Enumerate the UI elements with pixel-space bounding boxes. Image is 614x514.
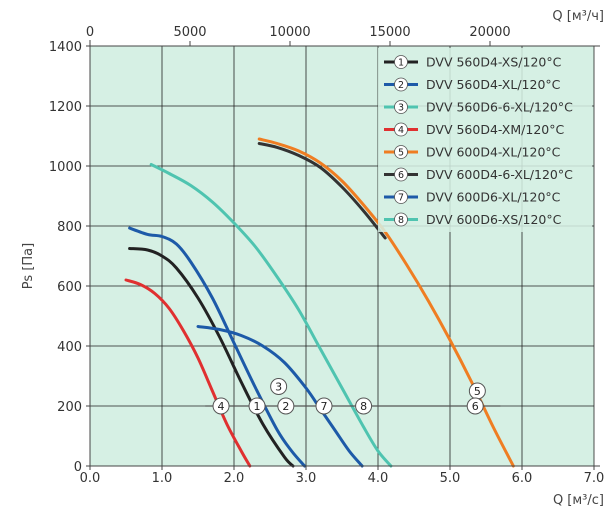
series-marker-label-8: 8 <box>360 400 367 413</box>
y-tick-label: 1000 <box>49 160 82 175</box>
series-line-6 <box>257 142 387 240</box>
series-line-7 <box>196 325 364 468</box>
legend-marker-label-3: 3 <box>398 103 404 114</box>
legend-marker-label-4: 4 <box>398 125 404 136</box>
series-marker-label-5: 5 <box>474 385 481 398</box>
legend-marker-label-1: 1 <box>398 58 404 69</box>
series-marker-2 <box>277 397 295 415</box>
legend-marker-label-7: 7 <box>398 193 404 204</box>
legend-marker-4 <box>394 122 408 137</box>
series-line-1 <box>128 247 295 468</box>
series-marker-label-6: 6 <box>472 400 479 413</box>
series-marker-3 <box>270 378 288 395</box>
y-tick-label: 200 <box>57 400 82 415</box>
x-tick-label: 0.0 <box>80 471 101 486</box>
series-marker-label-3: 3 <box>275 381 282 394</box>
x-tick-label: 3.0 <box>296 471 317 486</box>
x-tick-label: 1.0 <box>152 471 173 486</box>
x-tick-label: 7.0 <box>584 471 605 486</box>
x-axis-label: Q [м³/с] <box>553 493 604 508</box>
legend-entry-1: DVV 560D4-XS/120°C <box>426 55 562 70</box>
legend-background <box>378 48 592 232</box>
series-line-2 <box>128 226 307 468</box>
legend-marker-5 <box>394 145 408 159</box>
series-marker-label-1: 1 <box>254 400 261 413</box>
series-marker-label-7: 7 <box>321 400 328 413</box>
y-tick-label: 600 <box>57 280 82 295</box>
legend-marker-3 <box>394 100 408 114</box>
legend-entry-8: DVV 600D6-XS/120°C <box>426 212 562 227</box>
series-marker-label-4: 4 <box>218 400 225 413</box>
series-marker-8 <box>355 397 373 415</box>
x2-tick-label: 0 <box>86 25 94 40</box>
x-tick-label: 2.0 <box>224 471 245 486</box>
legend-marker-2 <box>394 77 408 92</box>
legend-entry-2: DVV 560D4-XL/120°C <box>426 77 561 92</box>
y-tick-label: 800 <box>57 220 82 235</box>
axes <box>89 40 600 467</box>
series-line-4 <box>124 278 252 468</box>
legend-marker-8 <box>394 212 408 227</box>
y-tick-label: 1200 <box>49 100 82 115</box>
x-tick-label: 5.0 <box>440 471 461 486</box>
legend-marker-label-2: 2 <box>398 80 404 91</box>
series-line-3 <box>149 163 393 468</box>
ticks: 0.0 1.0 2.0 3.0 4.0 5.0 6.0 7.00 5000 10000 15000 2… <box>49 25 604 486</box>
x2-tick-label: 20000 <box>469 25 510 40</box>
y-axis-label: Ps [Па] <box>21 243 36 289</box>
legend-marker-label-6: 6 <box>398 170 404 181</box>
legend-marker-label-5: 5 <box>398 148 404 159</box>
y-tick-label: 400 <box>57 340 82 355</box>
y-tick-label: 1400 <box>49 40 82 55</box>
series-marker-4 <box>212 397 230 415</box>
series-marker-7 <box>315 397 333 415</box>
series-marker-6 <box>466 397 484 415</box>
y-tick-label: 0 <box>74 460 82 475</box>
series-marker-label-2: 2 <box>282 400 289 413</box>
x-tick-label: 6.0 <box>512 471 533 486</box>
legend-entry-3: DVV 560D6-6-XL/120°C <box>426 100 573 115</box>
x2-tick-label: 15000 <box>369 25 410 40</box>
legend-marker-label-8: 8 <box>398 215 404 226</box>
legend-marker-7 <box>394 190 408 204</box>
legend-entry-5: DVV 600D4-XL/120°C <box>426 145 561 160</box>
legend: 1 DVV 560D4-XS/120°C 2 DVV 560D4-XL/120°C 3 D… <box>378 48 592 232</box>
legend-marker-6 <box>394 167 408 182</box>
x2-axis-label: Q [м³/ч] <box>552 9 604 24</box>
legend-entry-6: DVV 600D4-6-XL/120°C <box>426 167 573 182</box>
series-marker-1 <box>248 397 266 415</box>
legend-marker-1 <box>394 55 408 69</box>
x-tick-label: 4.0 <box>368 471 389 486</box>
x2-tick-label: 5000 <box>173 25 206 40</box>
legend-entry-7: DVV 600D6-XL/120°C <box>426 190 561 205</box>
x2-tick-label: 10000 <box>269 25 310 40</box>
legend-entry-4: DVV 560D4-XM/120°C <box>426 122 564 137</box>
